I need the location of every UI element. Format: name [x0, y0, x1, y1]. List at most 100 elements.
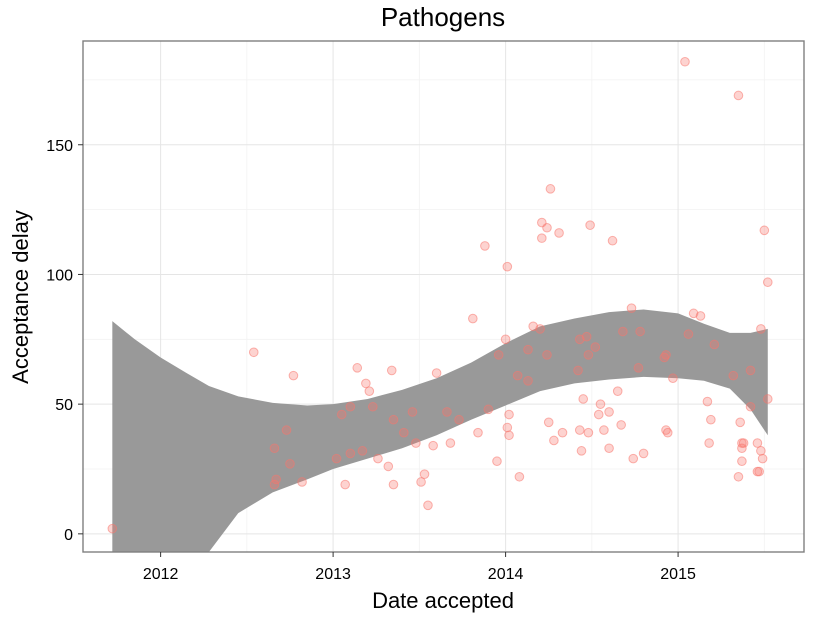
y-tick-label: 150 [46, 138, 73, 155]
data-point [737, 456, 747, 467]
data-point [407, 407, 418, 417]
data-point [523, 344, 533, 355]
data-point [595, 399, 606, 409]
y-axis-title: Acceptance delay [8, 210, 33, 384]
data-point [285, 459, 295, 469]
data-point [549, 435, 559, 446]
data-point [709, 339, 720, 350]
data-point [493, 350, 504, 360]
data-point [735, 417, 745, 428]
data-point [756, 446, 766, 456]
data-point [604, 407, 614, 417]
y-tick-label: 50 [55, 397, 73, 414]
data-point [638, 448, 649, 459]
data-point [500, 334, 511, 345]
data-point [733, 90, 744, 101]
y-tick-label: 100 [46, 267, 73, 284]
data-point [504, 409, 514, 420]
data-point [269, 479, 280, 490]
data-point [762, 277, 773, 288]
x-tick-label: 2012 [143, 566, 179, 583]
data-point [626, 303, 637, 313]
data-point [361, 378, 371, 389]
data-point [618, 326, 628, 337]
data-point [616, 420, 626, 430]
data-point [706, 414, 716, 425]
data-point [612, 386, 623, 396]
data-point [661, 350, 671, 360]
data-point [336, 409, 347, 420]
x-tick-label: 2013 [315, 566, 351, 583]
data-point [269, 443, 280, 454]
data-point [248, 347, 259, 358]
data-point [431, 368, 442, 378]
data-point [340, 479, 350, 490]
data-point [599, 425, 609, 435]
data-point [593, 409, 604, 420]
data-point [480, 241, 490, 251]
data-point [545, 184, 556, 194]
data-point [373, 453, 383, 464]
data-point [662, 427, 673, 438]
data-point [416, 477, 426, 487]
data-point [514, 471, 525, 482]
data-point [733, 471, 744, 482]
panel-border [82, 40, 805, 553]
data-point [345, 448, 356, 459]
data-point [745, 365, 756, 376]
data-point [576, 446, 587, 456]
data-point [759, 225, 770, 236]
data-point [668, 373, 678, 384]
data-points [107, 56, 773, 534]
data-point [590, 342, 601, 352]
x-tick-label: 2015 [660, 566, 696, 583]
data-point [573, 365, 583, 376]
data-point [535, 324, 545, 334]
data-point [357, 446, 368, 456]
data-point [557, 427, 568, 438]
data-point [543, 417, 554, 428]
data-point [754, 466, 764, 477]
data-point [542, 350, 552, 360]
data-point [419, 469, 430, 479]
data-point [578, 394, 589, 404]
data-point [281, 425, 292, 435]
data-point [680, 56, 690, 67]
data-point [345, 401, 356, 412]
data-point [607, 235, 618, 246]
data-point [745, 401, 756, 412]
data-point [388, 479, 399, 490]
data-point [633, 363, 644, 373]
data-point [512, 370, 523, 381]
data-point [762, 394, 773, 404]
data-point [288, 370, 299, 381]
x-axis-title: Date accepted [372, 588, 514, 613]
data-point [523, 376, 533, 386]
data-point [756, 324, 766, 334]
data-point [585, 220, 595, 230]
data-point [702, 396, 713, 407]
data-point [383, 461, 394, 472]
data-point [423, 500, 433, 511]
data-point [386, 365, 397, 376]
data-point [468, 313, 478, 324]
data-point [364, 386, 375, 396]
data-point [537, 233, 547, 243]
data-point [502, 422, 513, 433]
data-point [728, 370, 739, 381]
data-point [483, 404, 494, 415]
chart-title: Pathogens [381, 2, 505, 32]
data-point [352, 363, 363, 373]
data-point [554, 228, 564, 238]
data-point [628, 453, 639, 464]
data-point [583, 427, 594, 438]
data-point [635, 326, 645, 337]
data-point [367, 401, 378, 412]
data-point [445, 438, 456, 448]
data-point [683, 329, 694, 339]
data-point [581, 331, 592, 342]
data-point [604, 443, 614, 454]
data-point [442, 407, 452, 417]
data-point [737, 443, 747, 454]
data-point [704, 438, 714, 448]
